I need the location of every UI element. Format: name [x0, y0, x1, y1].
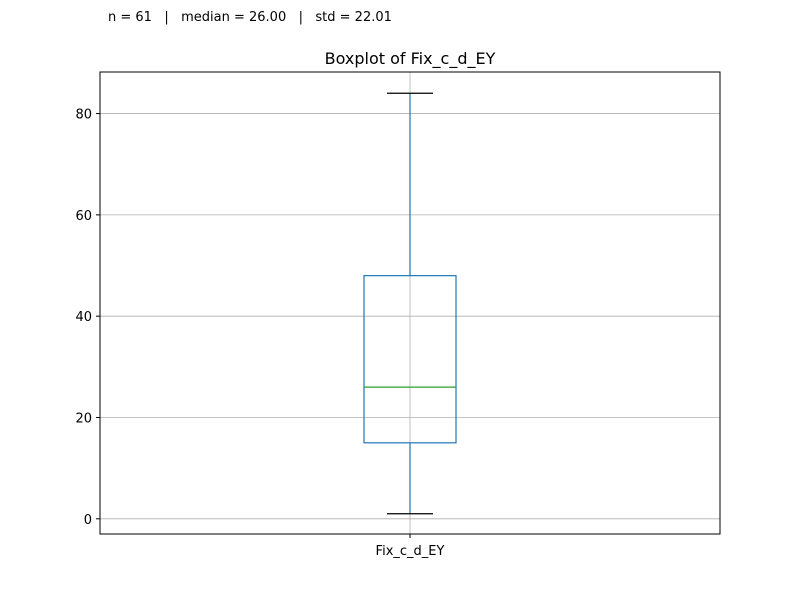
y-tick-label: 80 [75, 108, 92, 123]
y-tick-label: 0 [84, 513, 92, 528]
y-tick-label: 40 [75, 310, 92, 325]
summary-stats: n = 61 | median = 26.00 | std = 22.01 [108, 10, 392, 25]
chart-title: Boxplot of Fix_c_d_EY [325, 49, 496, 69]
y-tick-label: 60 [75, 209, 92, 224]
y-tick-label: 20 [75, 411, 92, 426]
axis-ticks: 0 20 40 60 80 Fix_c_d_EY [75, 108, 444, 559]
box-group [363, 92, 457, 515]
iqr-box [363, 275, 457, 444]
x-tick-label: Fix_c_d_EY [376, 544, 445, 559]
